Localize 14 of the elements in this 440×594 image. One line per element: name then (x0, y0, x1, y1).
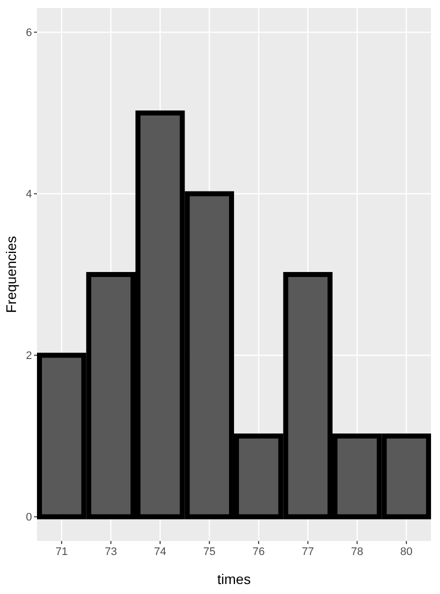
x-axis-title: times (217, 571, 251, 587)
x-tick-label: 76 (252, 546, 265, 558)
y-tick-label: 6 (26, 27, 32, 40)
y-tick-label: 0 (26, 512, 32, 524)
x-tick-label: 71 (56, 546, 68, 558)
y-axis-title: Frequencies (3, 236, 19, 314)
x-tick-label: 75 (203, 546, 216, 558)
x-tick-label: 78 (351, 546, 364, 558)
y-tick-label: 2 (26, 350, 32, 362)
y-tick-label: 4 (26, 188, 32, 201)
x-tick-label: 77 (302, 546, 314, 558)
x-tick-label: 74 (154, 546, 166, 558)
x-tick-label: 73 (104, 546, 117, 558)
x-tick-label: 80 (400, 546, 412, 558)
